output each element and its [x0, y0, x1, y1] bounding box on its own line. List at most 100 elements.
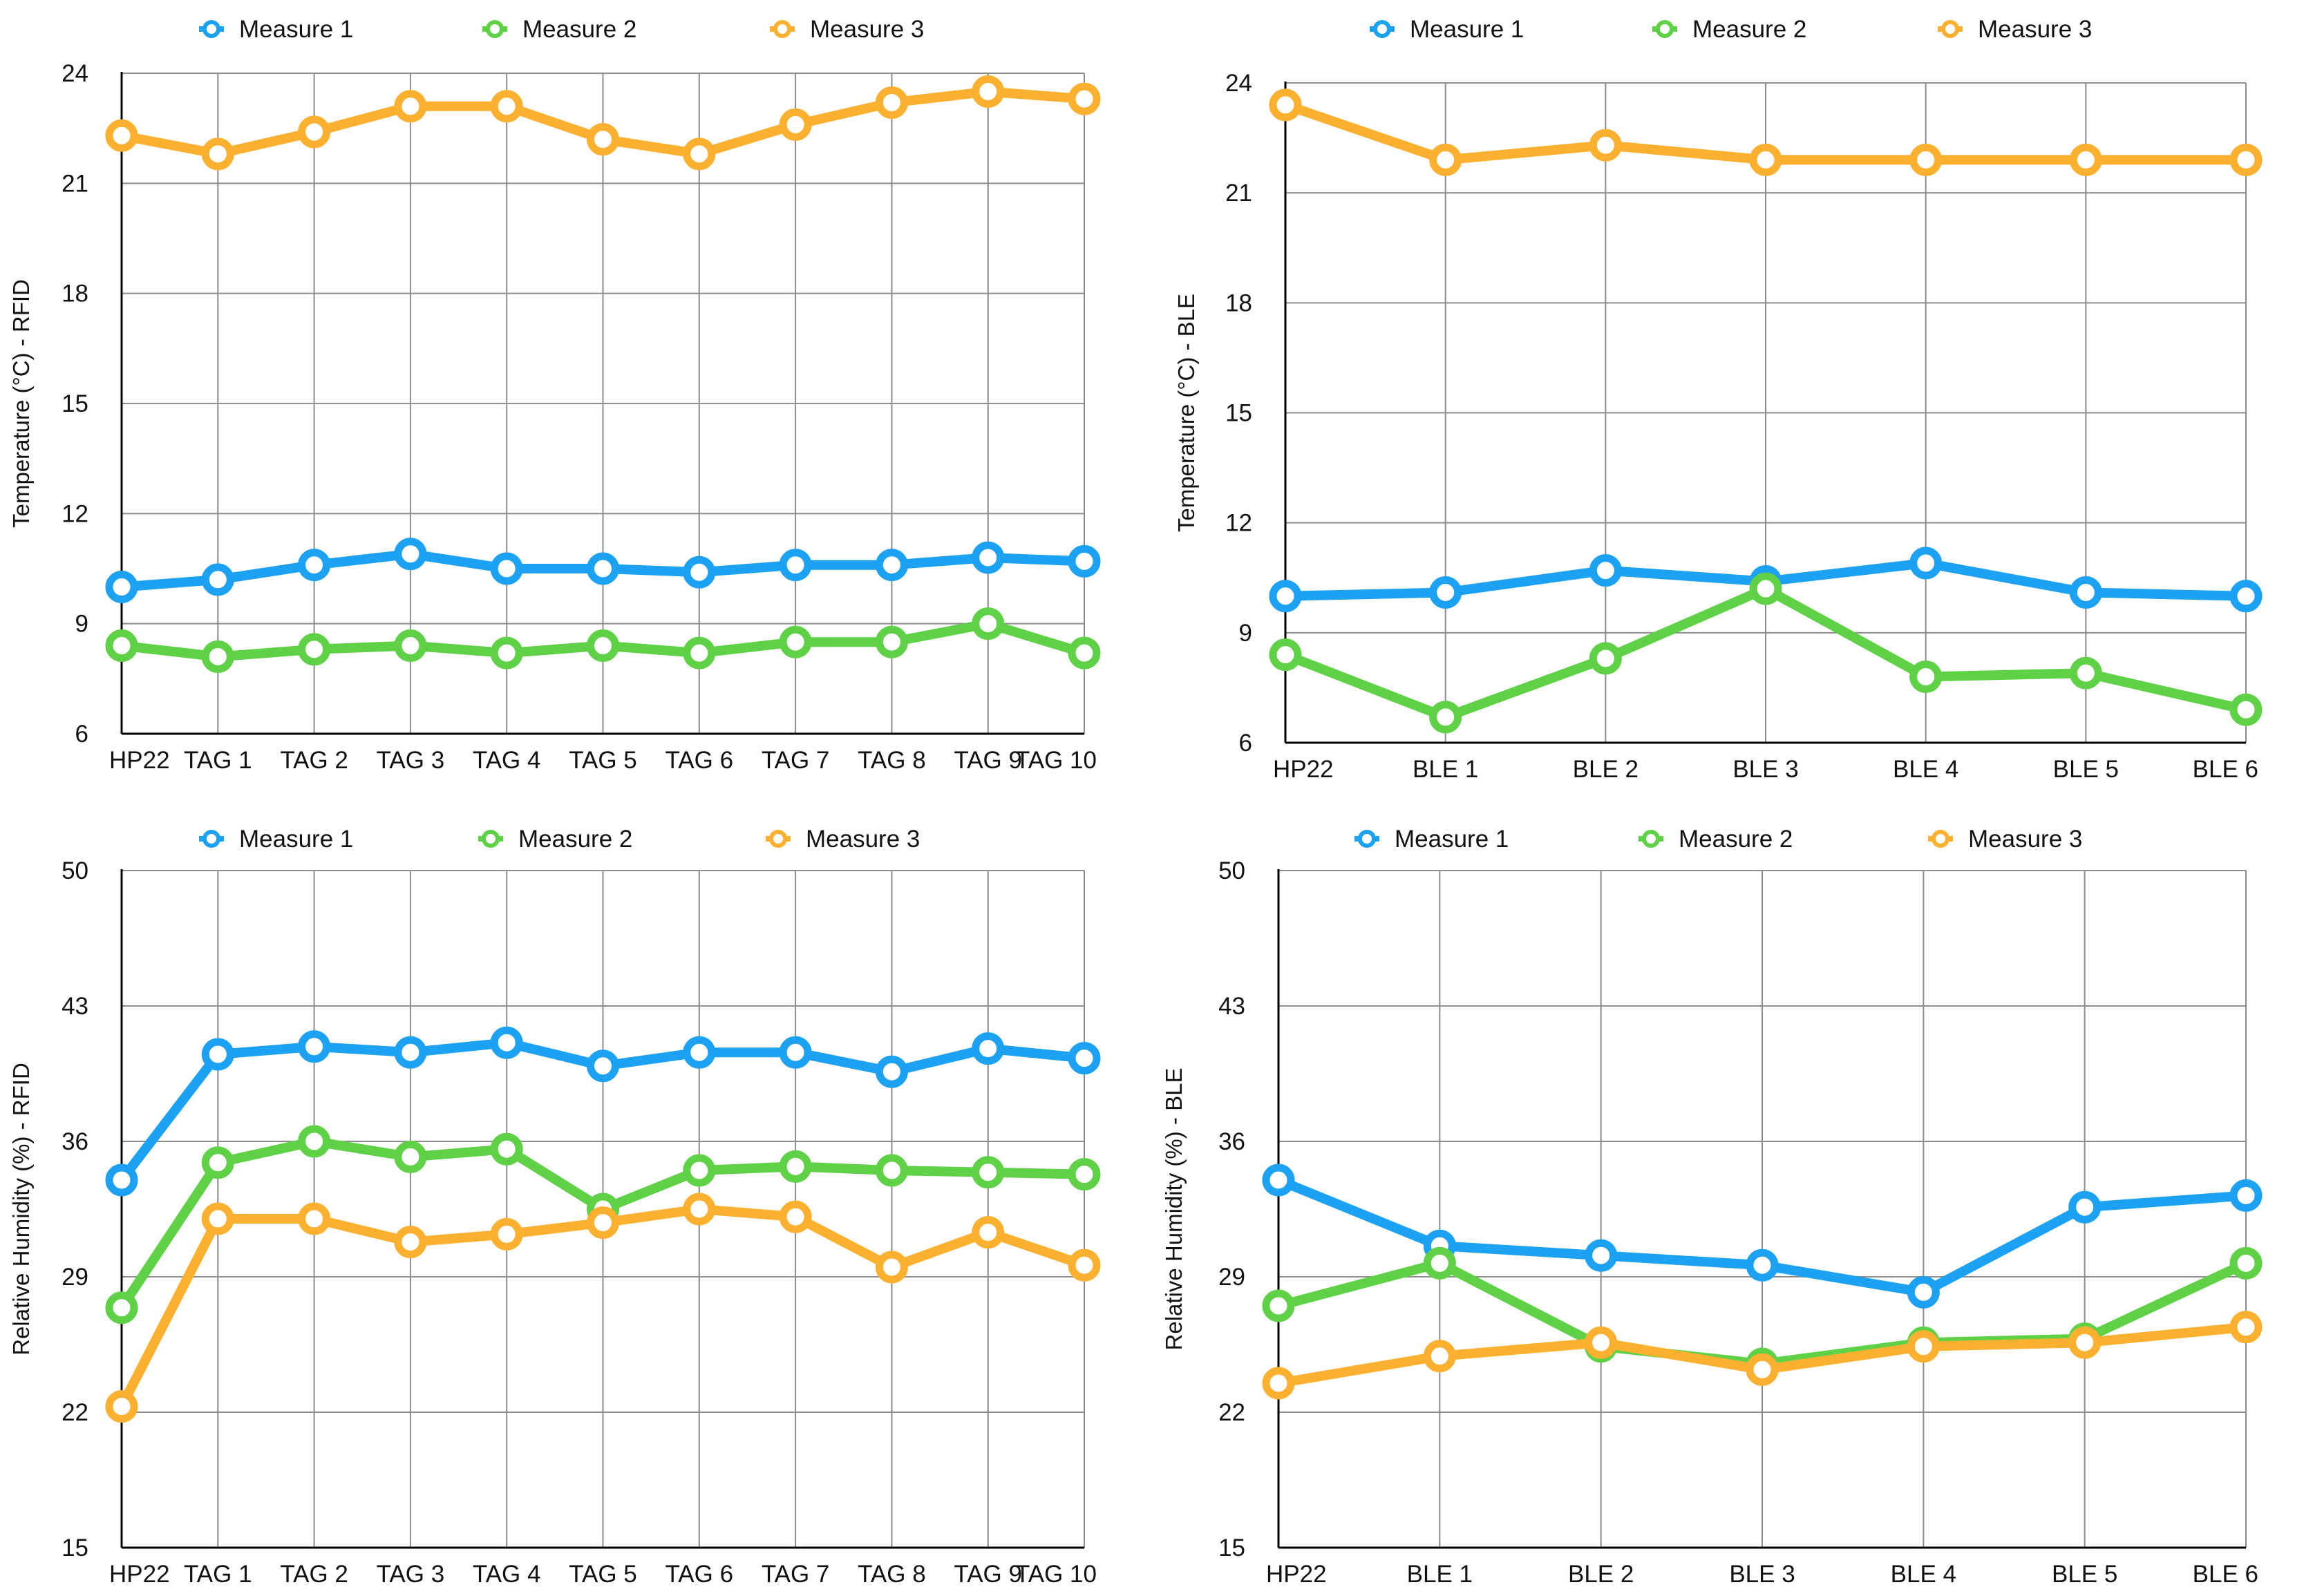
x-tick-label: HP22 [1266, 1561, 1327, 1588]
x-tick-label: HP22 [109, 747, 170, 774]
y-tick-label: 36 [1218, 1128, 1245, 1155]
data-point [298, 633, 331, 666]
data-point [875, 1154, 908, 1187]
x-tick-label: TAG 1 [184, 1561, 252, 1588]
data-point [394, 629, 427, 663]
x-tick-label: TAG 4 [473, 747, 541, 774]
data-point [1269, 88, 1302, 122]
data-point [1909, 547, 1943, 580]
data-point [875, 625, 908, 658]
y-tick-label: 15 [1218, 1535, 1245, 1561]
y-tick-label: 18 [1225, 289, 1252, 316]
data-point [105, 1163, 138, 1197]
legend-label: Measure 2 [522, 16, 636, 43]
legend-marker [486, 20, 504, 38]
data-point [683, 137, 716, 171]
x-tick-label: TAG 6 [665, 1561, 734, 1588]
data-point [1589, 554, 1622, 587]
legend-label: Measure 2 [1679, 826, 1793, 853]
data-point [201, 137, 234, 171]
data-point [1423, 1340, 1456, 1373]
legend-label: Measure 1 [1395, 826, 1509, 853]
x-tick-label: BLE 4 [1893, 756, 1958, 783]
x-tick-label: TAG 8 [858, 1561, 926, 1588]
x-tick-label: TAG 3 [377, 747, 445, 774]
data-point [298, 1202, 331, 1235]
chart-2: 6 9 12 15 18 21 24 HP22 BLE 1 BLE 2 BLE 3 BLE 4 BLE … [1173, 16, 2263, 783]
y-tick-label: 12 [1225, 510, 1252, 537]
data-point [298, 1030, 331, 1063]
x-tick-label: TAG 8 [858, 747, 926, 774]
data-point [2229, 1246, 2263, 1280]
data-point [1589, 642, 1622, 675]
y-tick-label: 43 [62, 993, 88, 1020]
y-tick-label: 9 [75, 611, 88, 638]
data-point [490, 552, 523, 585]
data-point [1068, 1158, 1101, 1191]
legend-marker [1358, 830, 1376, 848]
legend-label: Measure 1 [239, 826, 353, 853]
x-tick-label: TAG 5 [569, 747, 637, 774]
data-point [1269, 638, 1302, 672]
data-point [1429, 576, 1462, 609]
data-point [972, 1156, 1005, 1189]
data-point [2068, 1326, 2102, 1359]
x-tick-label: TAG 3 [377, 1561, 445, 1588]
data-point [394, 538, 427, 571]
data-point [394, 90, 427, 123]
data-point [490, 1026, 523, 1059]
x-tick-label: TAG 5 [569, 1561, 637, 1588]
x-tick-label: BLE 3 [1732, 756, 1798, 783]
x-tick-label: BLE 6 [2193, 756, 2258, 783]
data-point [1068, 1248, 1101, 1282]
data-point [105, 1390, 138, 1423]
legend-label: Measure 3 [810, 16, 924, 43]
data-point [1269, 580, 1302, 613]
x-tick-label: BLE 2 [1568, 1561, 1634, 1588]
data-point [875, 549, 908, 582]
y-tick-label: 29 [62, 1264, 88, 1291]
x-tick-label: TAG 6 [665, 747, 734, 774]
y-axis-label: Temperature (°C) - BLE [1173, 294, 1199, 532]
data-point [1262, 1163, 1295, 1197]
data-point [875, 1251, 908, 1284]
legend-marker [202, 20, 220, 38]
legend-label: Measure 3 [1968, 826, 2082, 853]
x-tick-label: TAG 10 [1015, 1561, 1097, 1588]
y-tick-label: 22 [1218, 1399, 1245, 1426]
legend-marker [1642, 830, 1660, 848]
data-point [490, 1132, 523, 1166]
data-point [1749, 572, 1782, 605]
x-tick-label: HP22 [109, 1561, 170, 1588]
data-point [1429, 143, 1462, 176]
legend-label: Measure 3 [1978, 16, 2092, 43]
data-point [201, 563, 234, 596]
data-point [587, 123, 619, 156]
x-tick-label: BLE 6 [2193, 1561, 2258, 1588]
x-tick-label: BLE 5 [2052, 1561, 2117, 1588]
y-tick-label: 24 [62, 60, 88, 87]
data-point [972, 541, 1005, 574]
data-point [587, 552, 619, 585]
data-point [875, 1055, 908, 1088]
y-tick-label: 43 [1218, 993, 1245, 1020]
data-point [779, 549, 812, 582]
x-tick-label: BLE 1 [1413, 756, 1478, 783]
data-point [201, 1038, 234, 1071]
x-tick-label: TAG 1 [184, 747, 252, 774]
data-point [1585, 1239, 1618, 1272]
legend-label: Measure 1 [1410, 16, 1524, 43]
data-point [394, 1140, 427, 1173]
data-point [2229, 1179, 2263, 1212]
y-tick-label: 50 [1218, 857, 1245, 884]
x-tick-label: TAG 10 [1015, 747, 1097, 774]
data-point [1749, 143, 1782, 176]
legend-marker [1373, 20, 1391, 38]
data-point [683, 1193, 716, 1226]
y-tick-label: 9 [1239, 620, 1252, 647]
data-point [972, 1032, 1005, 1065]
legend-label: Measure 1 [239, 16, 353, 43]
x-tick-label: HP22 [1273, 756, 1334, 783]
data-point [1907, 1275, 1940, 1309]
legend-marker [1656, 20, 1674, 38]
